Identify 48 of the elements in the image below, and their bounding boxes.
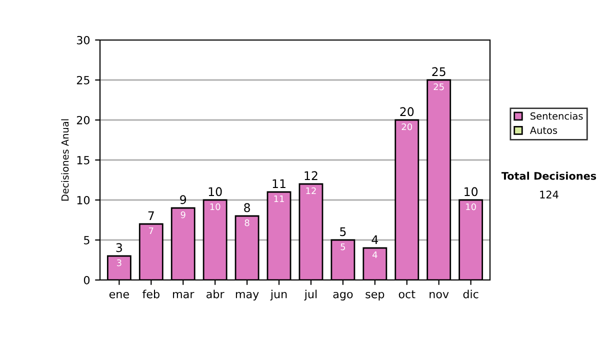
- x-tick-label: dic: [463, 290, 478, 298]
- total-label: 12: [304, 171, 318, 180]
- total-label: 20: [400, 107, 414, 116]
- legend-label: Sentencias: [530, 112, 583, 120]
- y-axis-title: Decisiones Anual: [61, 119, 69, 201]
- x-tick-label: oct: [398, 290, 416, 298]
- total-label: 10: [464, 187, 478, 196]
- y-tick-label: 15: [77, 156, 90, 164]
- data-label: 12: [306, 187, 316, 194]
- data-label: 10: [466, 203, 476, 210]
- legend-label: Autos: [530, 126, 558, 134]
- x-tick-label: sep: [366, 292, 384, 300]
- total-label: 10: [208, 187, 222, 196]
- total-label: 7: [148, 211, 154, 220]
- data-label: 20: [402, 123, 412, 130]
- data-label: 3: [116, 259, 122, 266]
- y-tick-label: 30: [76, 36, 90, 44]
- y-tick-label: 5: [84, 236, 90, 244]
- x-tick-label: ago: [333, 292, 353, 300]
- text: Total Decisiones: [501, 172, 596, 180]
- total-label: 5: [340, 227, 346, 236]
- data-label: 5: [340, 243, 346, 250]
- y-tick-label: 0: [84, 276, 90, 284]
- x-tick-label: jul: [304, 290, 317, 300]
- x-tick-label: may: [236, 292, 259, 300]
- x-tick-label: nov: [430, 292, 449, 298]
- x-tick-label: mar: [173, 292, 194, 298]
- x-tick-label: jun: [270, 290, 287, 300]
- total-label: 25: [432, 67, 446, 76]
- y-tick-label: 25: [76, 76, 90, 84]
- y-tick-label: 20: [76, 116, 90, 124]
- data-label: 7: [149, 227, 154, 234]
- total-label: 8: [244, 203, 250, 212]
- x-tick-label: abr: [206, 290, 224, 298]
- data-label: 10: [210, 203, 220, 210]
- x-tick-label: feb: [142, 290, 160, 298]
- data-label: 9: [180, 211, 186, 218]
- text: 124: [540, 190, 558, 198]
- x-tick-label: ene: [109, 292, 129, 298]
- total-label: 11: [272, 179, 286, 188]
- total-label: 9: [180, 195, 186, 204]
- data-label: 4: [372, 251, 378, 258]
- data-label: 11: [274, 195, 284, 202]
- total-label: 3: [116, 243, 122, 252]
- y-tick-label: 10: [77, 196, 90, 204]
- data-label: 25: [434, 83, 444, 90]
- data-label: 8: [244, 219, 250, 226]
- total-label: 4: [372, 235, 378, 244]
